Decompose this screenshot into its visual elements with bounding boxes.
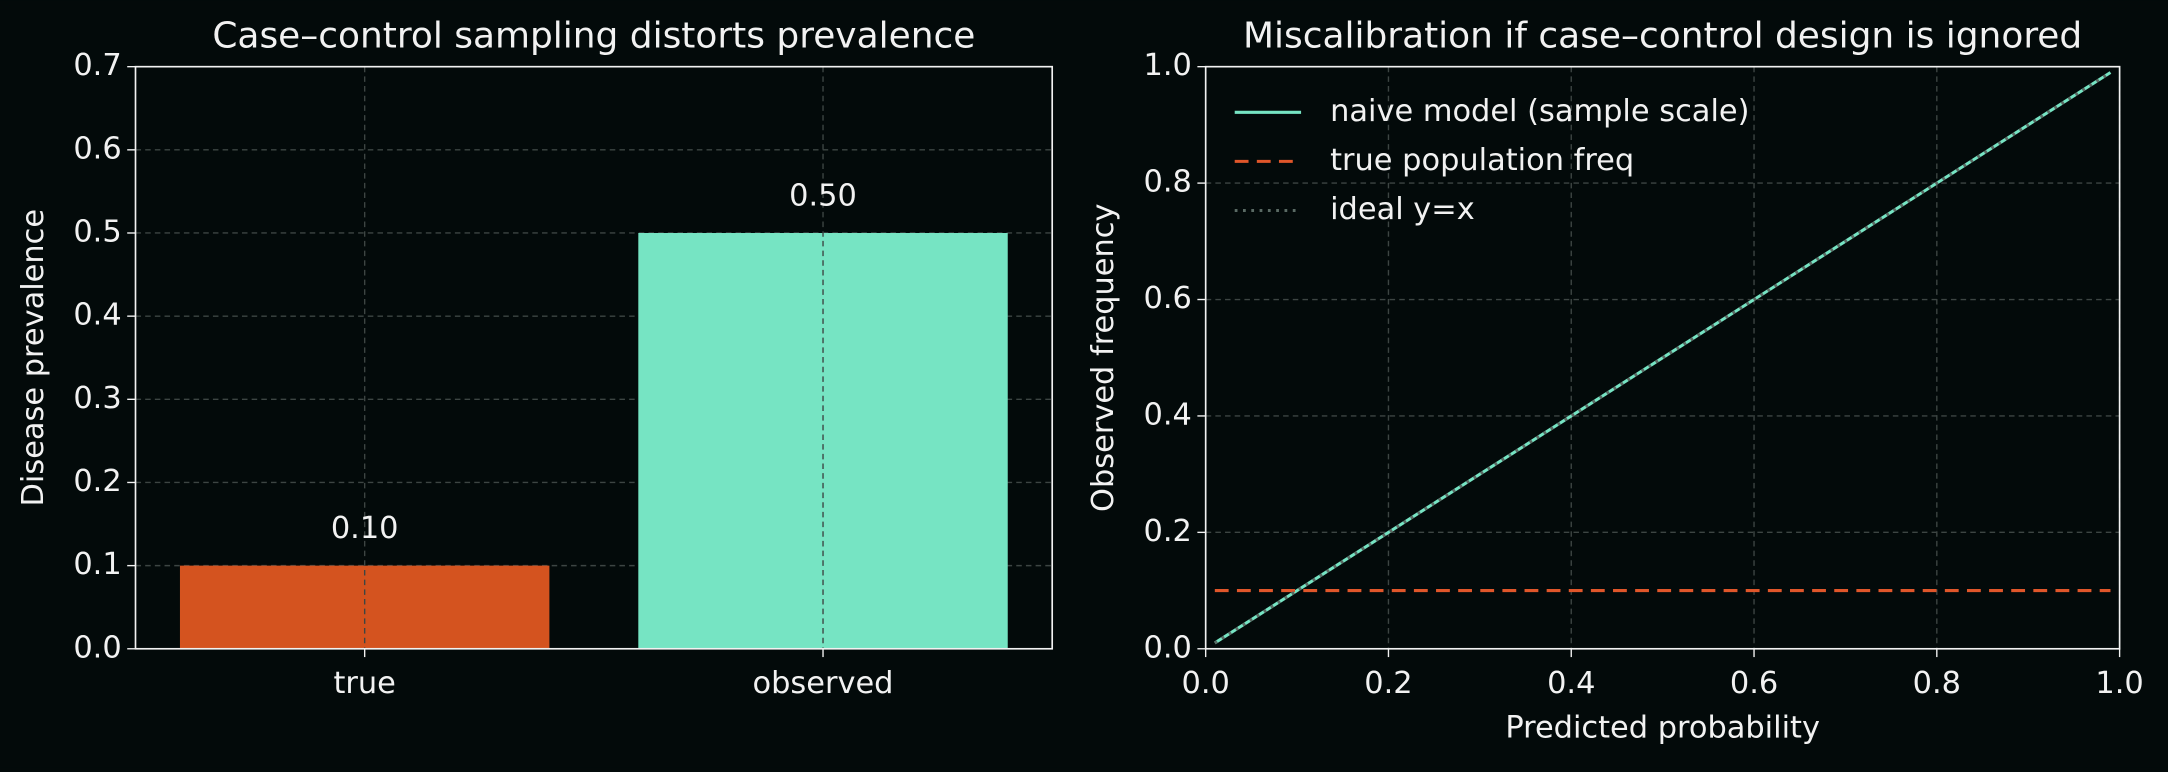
y-tick-label: 0.3 bbox=[73, 381, 121, 416]
y-tick-label: 0.6 bbox=[73, 131, 121, 166]
x-tick-label: 0.8 bbox=[1913, 666, 1961, 701]
y-tick-label: 0.4 bbox=[1143, 397, 1191, 432]
x-tick-label: 0.2 bbox=[1364, 666, 1412, 701]
x-axis-label: Predicted probability bbox=[1505, 710, 1820, 745]
chart-title: Miscalibration if case–control design is… bbox=[1243, 16, 2082, 57]
value-label: 0.10 bbox=[331, 511, 399, 546]
y-tick-label: 1.0 bbox=[1143, 48, 1191, 83]
legend-label: ideal y=x bbox=[1330, 192, 1475, 227]
y-tick-label: 0.2 bbox=[73, 464, 121, 499]
bar bbox=[179, 565, 550, 649]
line-series bbox=[1213, 71, 2112, 645]
chart-title: Case–control sampling distorts prevalenc… bbox=[212, 16, 975, 57]
value-label: 0.50 bbox=[789, 179, 857, 214]
y-tick-label: 0.1 bbox=[73, 547, 121, 582]
axes-frame bbox=[1204, 65, 2121, 650]
y-axis-label: Disease prevalence bbox=[16, 209, 51, 507]
x-tick-label: 0.6 bbox=[1730, 666, 1778, 701]
y-tick-label: 0.7 bbox=[73, 48, 121, 83]
y-tick-label: 0.8 bbox=[1143, 165, 1191, 200]
y-tick-label: 0.0 bbox=[1143, 630, 1191, 665]
x-tick-label: 0.0 bbox=[1181, 666, 1229, 701]
y-tick-label: 0.5 bbox=[73, 214, 121, 249]
y-tick-label: 0.6 bbox=[1143, 281, 1191, 316]
x-tick-label: observed bbox=[753, 666, 894, 701]
x-tick-label: 0.4 bbox=[1547, 666, 1595, 701]
y-tick-label: 0.0 bbox=[73, 630, 121, 665]
x-tick-label: true bbox=[333, 666, 395, 701]
y-tick-label: 0.4 bbox=[73, 298, 121, 333]
axes-frame bbox=[134, 65, 1054, 650]
legend-label: naive model (sample scale) bbox=[1330, 94, 1749, 129]
legend-label: true population freq bbox=[1330, 143, 1634, 178]
y-tick-label: 0.2 bbox=[1143, 514, 1191, 549]
bar bbox=[638, 232, 1008, 649]
x-tick-label: 1.0 bbox=[2095, 666, 2143, 701]
y-axis-label: Observed frequency bbox=[1086, 203, 1121, 511]
